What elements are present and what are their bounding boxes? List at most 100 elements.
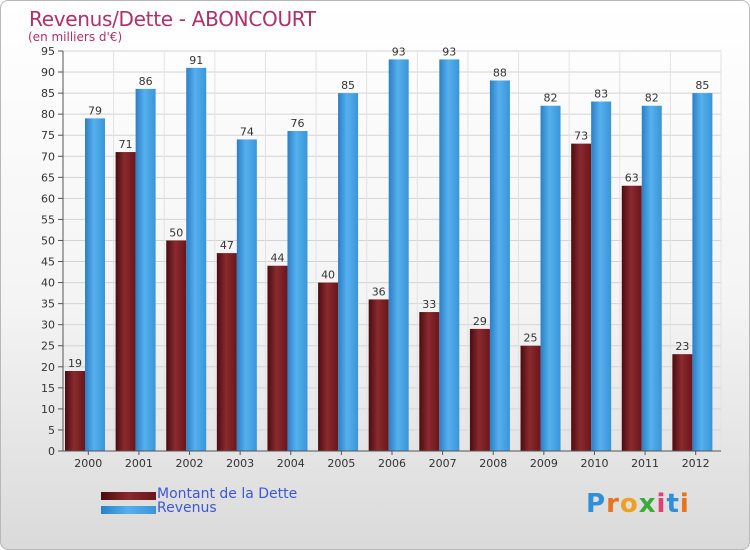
bar-revenus [85,118,105,452]
bar-debt [469,328,490,451]
y-tick-label: 5 [48,424,55,437]
y-tick-label: 90 [41,66,55,79]
logo-letter: P [586,489,607,519]
x-tick-label: 2009 [530,457,558,470]
bar-debt [267,265,288,451]
logo-letter: x [638,489,657,519]
x-tick-label: 2010 [580,457,608,470]
y-tick-label: 85 [41,87,55,100]
y-tick-label: 20 [41,361,55,374]
bar-revenus [591,101,612,452]
bar-debt [571,143,592,451]
x-tick-label: 2001 [125,457,153,470]
data-label-revenus: 93 [392,45,406,58]
data-label-revenus: 91 [189,54,203,67]
x-tick-label: 2000 [74,457,102,470]
bar-debt [368,299,389,451]
bar-debt [672,354,693,451]
data-label-revenus: 76 [290,117,304,130]
y-tick-label: 60 [41,192,55,205]
bar-revenus [641,105,662,451]
logo-letter: i [679,489,690,519]
data-label-debt: 40 [321,269,335,282]
data-label-revenus: 93 [442,45,456,58]
y-tick-label: 10 [41,403,55,416]
y-tick-label: 95 [41,45,55,58]
y-tick-label: 70 [41,150,55,163]
data-label-revenus: 86 [139,75,153,88]
data-label-debt: 47 [220,239,234,252]
bar-debt [318,282,339,451]
y-tick-label: 50 [41,234,55,247]
bar-debt [520,345,541,451]
data-label-revenus: 82 [645,92,659,105]
y-tick-label: 45 [41,256,55,269]
legend-label-debt: Montant de la Dette [157,486,298,502]
data-label-revenus: 83 [594,88,608,101]
logo-letter: o [619,489,639,519]
data-label-debt: 63 [625,172,639,185]
logo-letter: r [606,489,620,519]
bar-debt [216,253,237,451]
y-tick-label: 80 [41,108,55,121]
x-tick-label: 2002 [176,457,204,470]
x-tick-label: 2011 [631,457,659,470]
data-label-revenus: 85 [695,79,709,92]
bar-revenus [388,59,409,451]
y-tick-label: 55 [41,213,55,226]
x-tick-label: 2006 [378,457,406,470]
logo-letter: t [666,489,680,519]
bar-revenus [236,139,257,451]
logo-letter: i [656,489,667,519]
bar-revenus [489,80,510,451]
bar-debt [166,240,187,451]
data-label-debt: 36 [372,285,386,298]
data-label-debt: 29 [473,315,487,328]
y-tick-label: 0 [48,445,55,458]
x-tick-label: 2005 [327,457,355,470]
legend-label-revenus: Revenus [157,500,217,516]
bar-revenus [135,88,156,451]
bar-revenus [287,131,308,451]
bar-debt [621,185,642,451]
bar-revenus [439,59,460,451]
data-label-debt: 23 [675,340,689,353]
bar-debt [419,312,440,451]
bar-revenus [692,93,713,452]
data-label-revenus: 82 [544,92,558,105]
y-tick-label: 25 [41,340,55,353]
chart-subtitle: (en milliers d'€) [28,30,123,44]
data-label-revenus: 79 [88,104,102,117]
data-label-debt: 44 [270,252,284,265]
data-label-debt: 50 [169,226,183,239]
bar-debt [65,371,85,451]
chart-title: Revenus/Dette - ABONCOURT [29,7,316,31]
bar-revenus [540,105,561,451]
y-tick-label: 15 [41,382,55,395]
data-label-revenus: 85 [341,79,355,92]
x-tick-label: 2012 [682,457,710,470]
data-label-revenus: 74 [240,125,254,138]
data-label-debt: 71 [119,138,133,151]
data-label-debt: 25 [524,332,538,345]
x-tick-label: 2007 [429,457,457,470]
x-tick-label: 2004 [277,457,305,470]
bar-revenus [186,67,207,451]
legend-swatch-debt [101,492,156,500]
y-tick-label: 75 [41,129,55,142]
data-label-debt: 73 [574,130,588,143]
data-label-debt: 19 [68,357,82,370]
y-tick-label: 40 [41,277,55,290]
data-label-revenus: 88 [493,66,507,79]
x-tick-label: 2008 [479,457,507,470]
y-tick-label: 30 [41,319,55,332]
bar-revenus [338,93,359,452]
proxiti-logo: Proxiti [586,489,690,519]
y-tick-label: 65 [41,171,55,184]
bar-debt [115,152,136,452]
data-label-debt: 33 [422,298,436,311]
y-tick-label: 35 [41,298,55,311]
x-tick-label: 2003 [226,457,254,470]
